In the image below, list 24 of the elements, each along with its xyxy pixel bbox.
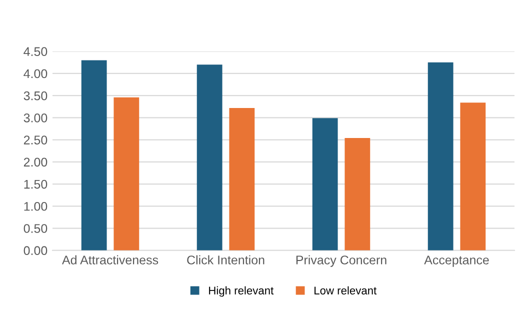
bar <box>229 108 255 250</box>
legend-label: Low relevant <box>314 286 377 294</box>
y-tick-label: 4.00 <box>24 69 48 78</box>
legend-label: High relevant <box>209 286 274 297</box>
bar <box>196 64 222 250</box>
y-tick-label: 1.50 <box>24 180 48 189</box>
y-tick-label: 2.50 <box>24 136 48 144</box>
x-tick-label: Click Intention <box>187 255 264 264</box>
y-tick-label: 0.50 <box>24 224 48 233</box>
bar <box>114 97 140 250</box>
x-tick-label: Ad Attractiveness <box>62 255 158 264</box>
x-tick-label: Acceptance <box>424 256 489 267</box>
bar <box>344 138 370 250</box>
y-tick-label: 1.00 <box>24 202 48 211</box>
y-tick-label: 4.50 <box>24 47 48 56</box>
y-tick-label: 3.50 <box>24 91 48 100</box>
bar <box>428 62 454 250</box>
bar <box>81 60 107 250</box>
bar <box>312 118 338 250</box>
y-tick-label: 2.00 <box>24 158 48 167</box>
y-tick-label: 0.00 <box>24 246 48 256</box>
x-tick-label: Privacy Concern <box>296 255 386 267</box>
bar <box>460 102 486 250</box>
y-tick-label: 3.00 <box>24 114 48 122</box>
